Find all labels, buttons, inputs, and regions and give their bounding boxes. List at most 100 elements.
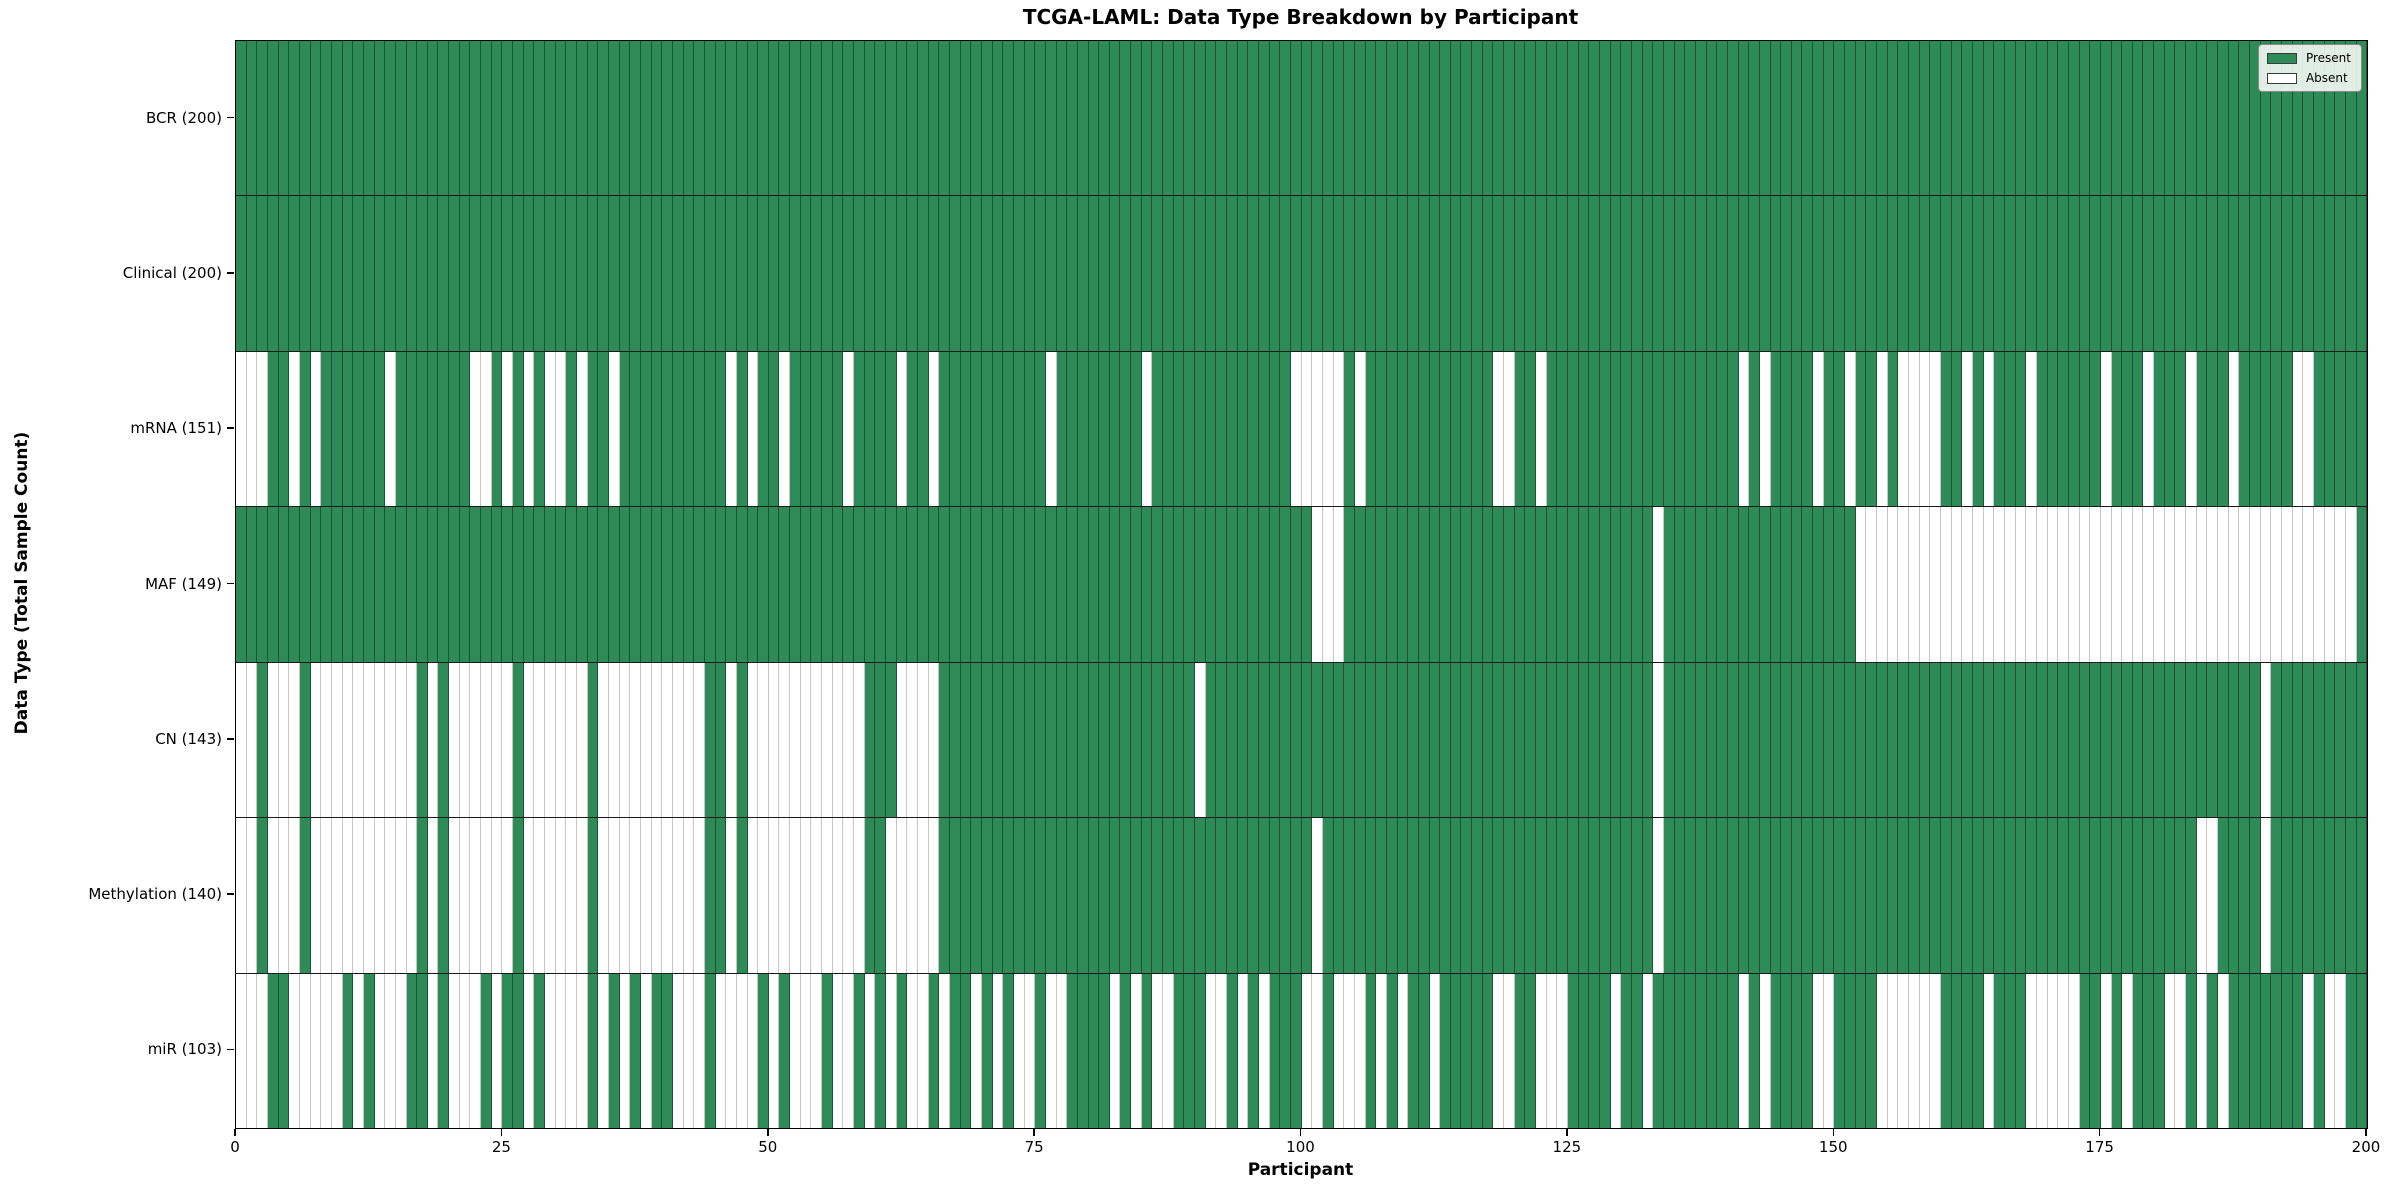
cell-CN-153 [1866, 662, 1878, 818]
cell-miR-162 [1962, 973, 1973, 1128]
cell-CN-112 [1429, 662, 1441, 818]
cell-BCR-5 [289, 41, 300, 196]
heatmap-row-MAF [236, 507, 2368, 663]
cell-MAF-69 [971, 507, 982, 662]
cell-BCR-107 [1376, 41, 1387, 196]
cell-Clinical-111 [1418, 196, 1430, 351]
cell-miR-124 [1557, 973, 1569, 1128]
cell-Methylation-19 [438, 818, 450, 973]
cell-CN-185 [2207, 662, 2219, 818]
cell-mRNA-145 [1781, 351, 1792, 507]
cell-miR-122 [1536, 973, 1547, 1128]
cell-Clinical-64 [918, 196, 929, 351]
cell-Methylation-69 [971, 818, 982, 973]
cell-Methylation-169 [2036, 818, 2048, 973]
cell-mRNA-27 [523, 351, 535, 507]
cell-mRNA-186 [2218, 351, 2229, 507]
cell-CN-183 [2186, 662, 2197, 818]
cell-MAF-4 [278, 507, 290, 662]
cell-mRNA-38 [640, 351, 652, 507]
cell-miR-110 [1408, 973, 1419, 1128]
cell-miR-112 [1429, 973, 1441, 1128]
cell-CN-9 [331, 662, 343, 818]
cell-Clinical-107 [1376, 196, 1387, 351]
cell-CN-196 [2324, 662, 2336, 818]
cell-CN-184 [2196, 662, 2208, 818]
xtick-label-50: 50 [758, 1138, 778, 1156]
cell-CN-108 [1386, 662, 1398, 818]
cell-Methylation-25 [502, 818, 514, 973]
cell-CN-172 [2068, 662, 2080, 818]
cell-MAF-29 [545, 507, 556, 662]
cell-MAF-185 [2207, 507, 2219, 662]
cell-Methylation-21 [459, 818, 471, 973]
cell-CN-53 [800, 662, 812, 818]
cell-BCR-9 [331, 41, 343, 196]
cell-Methylation-99 [1290, 818, 1302, 973]
cell-MAF-54 [811, 507, 823, 662]
cell-Clinical-167 [2015, 196, 2027, 351]
cell-BCR-64 [918, 41, 929, 196]
cell-mRNA-59 [864, 351, 876, 507]
cell-Methylation-150 [1834, 818, 1846, 973]
cell-BCR-192 [2282, 41, 2293, 196]
cell-BCR-70 [981, 41, 993, 196]
cell-MAF-62 [896, 507, 908, 662]
cell-CN-166 [2004, 662, 2016, 818]
cell-BCR-175 [2100, 41, 2112, 196]
cell-Methylation-17 [417, 818, 428, 973]
cell-miR-63 [907, 973, 918, 1128]
cell-miR-184 [2196, 973, 2208, 1128]
cell-MAF-97 [1269, 507, 1281, 662]
cell-CN-160 [1941, 662, 1952, 818]
cell-Clinical-188 [2239, 196, 2251, 351]
cell-miR-8 [321, 973, 332, 1128]
cell-miR-71 [992, 973, 1004, 1128]
cell-miR-113 [1440, 973, 1451, 1128]
cell-Clinical-1 [246, 196, 258, 351]
cell-BCR-135 [1674, 41, 1686, 196]
cell-Clinical-116 [1472, 196, 1483, 351]
cell-mRNA-37 [630, 351, 641, 507]
cell-miR-173 [2079, 973, 2091, 1128]
cell-mRNA-68 [960, 351, 972, 507]
cell-Methylation-165 [1994, 818, 2005, 973]
cell-mRNA-122 [1536, 351, 1547, 507]
cell-CN-44 [704, 662, 716, 818]
cell-BCR-194 [2303, 41, 2314, 196]
cell-miR-196 [2324, 973, 2336, 1128]
cell-CN-131 [1631, 662, 1643, 818]
cell-BCR-113 [1440, 41, 1451, 196]
cell-Methylation-154 [1877, 818, 1888, 973]
cell-Methylation-107 [1376, 818, 1387, 973]
cell-miR-197 [2335, 973, 2346, 1128]
cell-Methylation-199 [2356, 818, 2368, 973]
cell-mRNA-192 [2282, 351, 2293, 507]
cell-Clinical-42 [683, 196, 695, 351]
cell-Clinical-185 [2207, 196, 2219, 351]
cell-mRNA-82 [1109, 351, 1121, 507]
cell-mRNA-8 [321, 351, 332, 507]
cell-mRNA-136 [1685, 351, 1696, 507]
cell-BCR-110 [1408, 41, 1419, 196]
cell-mRNA-127 [1589, 351, 1600, 507]
cell-MAF-177 [2122, 507, 2133, 662]
cell-Methylation-124 [1557, 818, 1569, 973]
cell-MAF-171 [2058, 507, 2069, 662]
cell-miR-128 [1600, 973, 1611, 1128]
cell-Methylation-62 [896, 818, 908, 973]
cell-Clinical-164 [1983, 196, 1995, 351]
cell-miR-87 [1163, 973, 1174, 1128]
cell-mRNA-133 [1653, 351, 1664, 507]
cell-MAF-122 [1536, 507, 1547, 662]
cell-MAF-77 [1056, 507, 1068, 662]
cell-BCR-65 [928, 41, 940, 196]
cell-Clinical-74 [1024, 196, 1036, 351]
cell-Clinical-26 [513, 196, 524, 351]
cell-CN-147 [1802, 662, 1814, 818]
cell-mRNA-36 [619, 351, 631, 507]
cell-MAF-123 [1546, 507, 1558, 662]
cell-Methylation-144 [1770, 818, 1782, 973]
cell-Clinical-137 [1695, 196, 1707, 351]
cell-mRNA-137 [1695, 351, 1707, 507]
